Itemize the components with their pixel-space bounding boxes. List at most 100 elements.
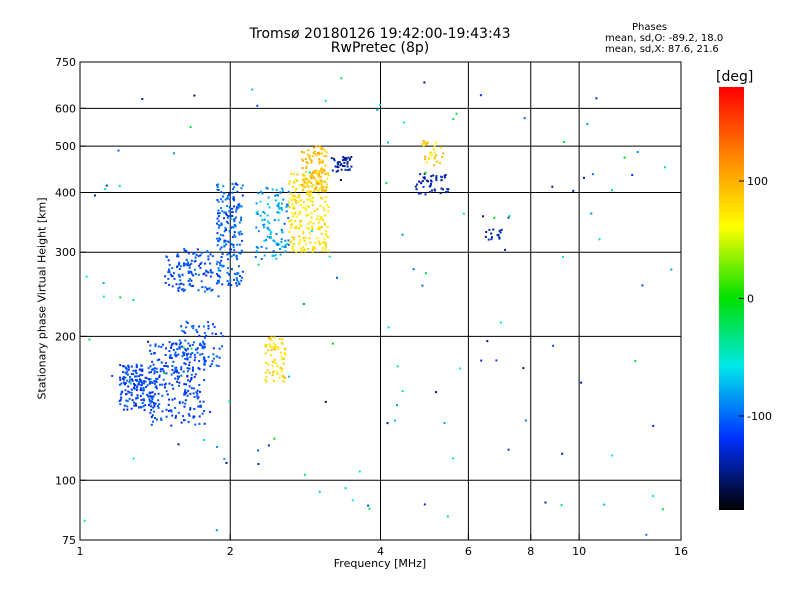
data-point <box>288 180 291 183</box>
data-point <box>175 342 177 345</box>
data-point <box>346 165 349 168</box>
data-point <box>161 383 164 386</box>
data-point <box>232 196 235 199</box>
data-point <box>186 367 189 370</box>
data-point <box>181 329 184 332</box>
data-point <box>217 220 220 223</box>
data-point <box>203 368 206 371</box>
data-point <box>175 283 178 286</box>
data-point <box>314 172 317 175</box>
data-point <box>221 252 224 255</box>
data-point <box>314 188 317 190</box>
data-point <box>447 188 450 191</box>
data-point <box>192 369 194 372</box>
data-point <box>324 214 326 217</box>
data-point <box>187 389 190 392</box>
data-point <box>257 463 260 465</box>
data-point <box>317 152 319 154</box>
data-point <box>169 273 172 276</box>
data-point <box>161 343 164 346</box>
data-point <box>340 163 343 166</box>
data-point <box>132 382 135 385</box>
data-point <box>259 214 262 217</box>
data-point <box>289 219 291 222</box>
data-point <box>223 457 226 460</box>
data-point <box>350 156 353 158</box>
data-point <box>319 146 322 149</box>
data-point <box>147 377 150 380</box>
data-point <box>163 386 166 389</box>
data-point <box>319 205 322 207</box>
data-point <box>314 247 317 250</box>
data-point <box>234 225 237 228</box>
data-point <box>233 234 236 237</box>
data-point <box>186 264 189 267</box>
data-point <box>232 246 235 249</box>
data-point <box>232 188 234 191</box>
data-point <box>425 143 428 146</box>
data-point <box>315 145 318 148</box>
data-point <box>203 410 206 412</box>
data-point <box>266 203 269 206</box>
data-point <box>524 419 527 422</box>
data-point <box>284 376 287 379</box>
data-point <box>310 182 313 185</box>
data-point <box>178 343 181 346</box>
data-point <box>396 404 398 407</box>
data-point <box>152 402 155 405</box>
data-point <box>195 329 198 331</box>
data-point <box>415 188 418 191</box>
data-point <box>172 272 175 275</box>
data-point <box>268 371 271 374</box>
data-point <box>313 190 315 193</box>
data-point <box>167 410 170 412</box>
data-point <box>178 268 181 270</box>
data-point <box>433 189 436 192</box>
data-point <box>241 233 243 236</box>
data-point <box>216 232 219 235</box>
data-point <box>265 376 268 379</box>
data-point <box>260 258 263 260</box>
data-point <box>203 422 206 425</box>
data-point <box>342 156 345 158</box>
data-point <box>129 376 132 378</box>
data-point <box>220 246 223 249</box>
data-point <box>223 192 226 195</box>
data-point <box>496 234 499 237</box>
data-point <box>299 184 302 186</box>
data-point <box>316 208 319 211</box>
data-point <box>598 238 601 241</box>
data-point <box>288 206 291 209</box>
data-point <box>423 503 426 506</box>
data-point <box>186 358 189 361</box>
data-point <box>141 402 144 404</box>
data-point <box>274 344 277 347</box>
data-point <box>294 190 297 193</box>
data-point <box>186 354 188 357</box>
data-point <box>419 173 422 176</box>
data-point <box>198 368 201 371</box>
data-point <box>181 288 184 291</box>
data-point <box>227 282 230 285</box>
data-point <box>178 286 181 289</box>
data-point <box>135 389 138 392</box>
data-point <box>436 160 439 163</box>
data-point <box>271 188 274 191</box>
data-point <box>228 206 231 209</box>
data-point <box>274 362 277 364</box>
data-point <box>274 345 277 348</box>
data-point <box>305 165 308 168</box>
data-point <box>293 226 296 229</box>
data-point <box>128 380 131 383</box>
data-point <box>178 339 181 342</box>
data-point <box>127 366 130 369</box>
data-point <box>278 207 280 210</box>
data-point <box>130 373 133 375</box>
data-point <box>138 380 141 383</box>
data-point <box>198 334 201 337</box>
data-point <box>300 219 303 222</box>
data-point <box>154 393 157 396</box>
data-point <box>300 204 303 206</box>
data-point <box>156 378 159 380</box>
